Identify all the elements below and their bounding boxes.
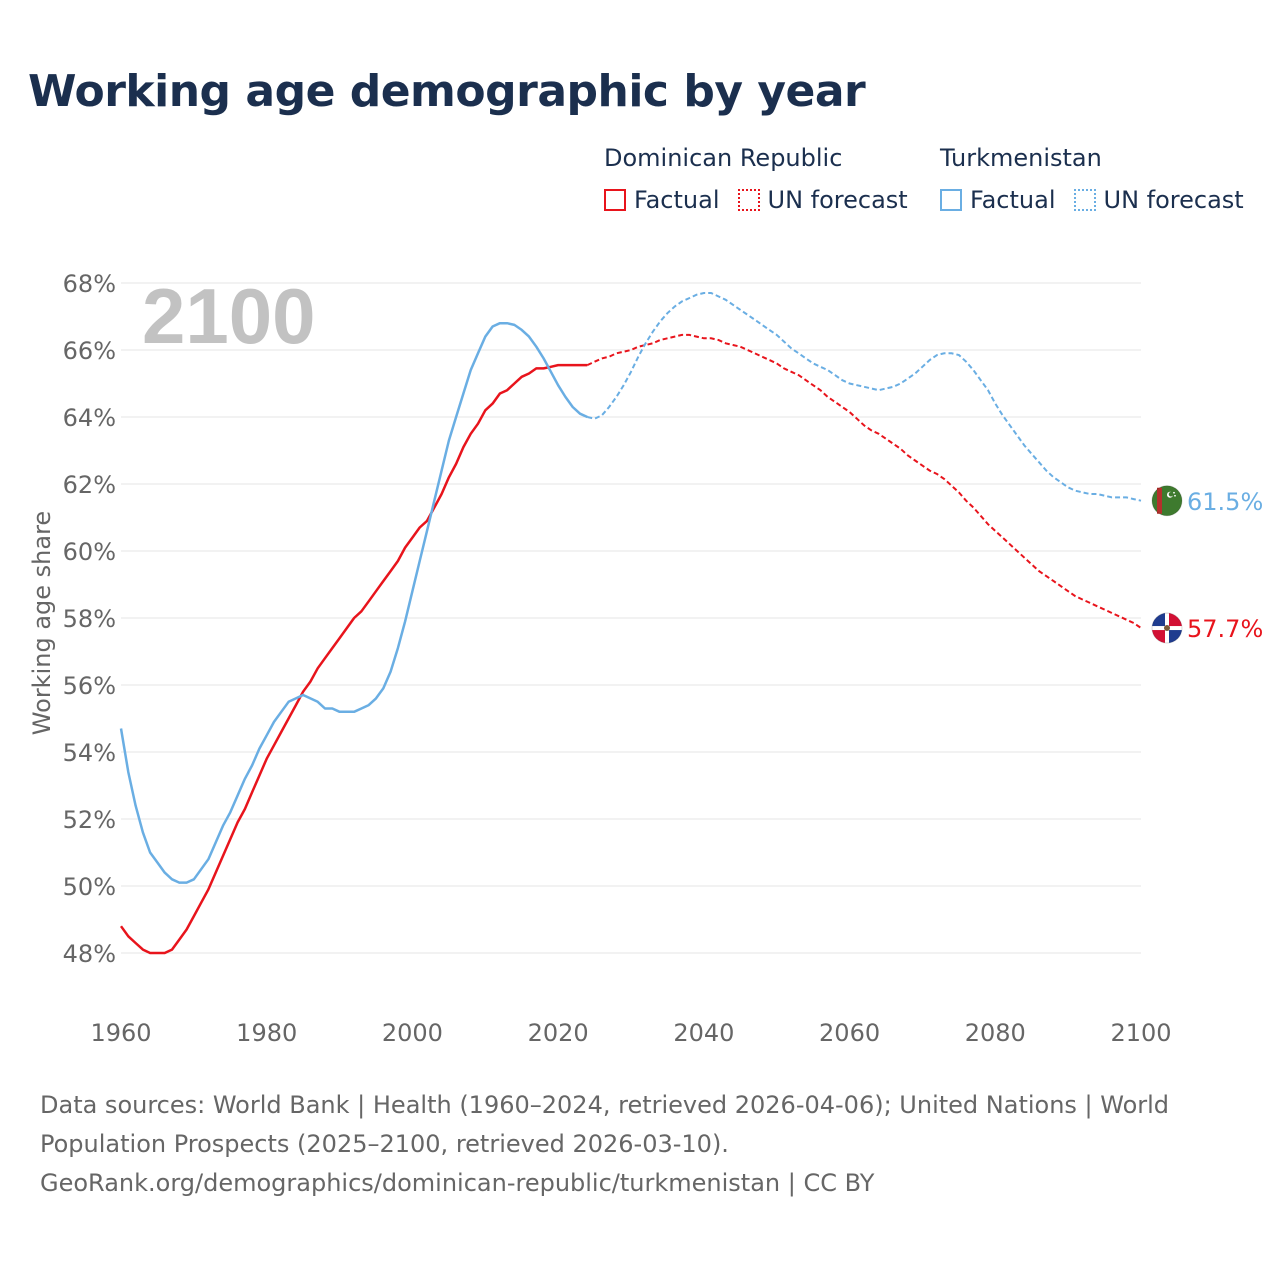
y-axis-ticks: 48% 50% 52% 54% 56% 58% 60% 62% 64% 66% 68%	[63, 270, 116, 968]
series-line-forecast	[586, 333, 1142, 629]
legend-factual-label: Factual	[634, 186, 720, 214]
x-tick-label: 1960	[90, 1019, 151, 1047]
y-tick-label: 56%	[63, 672, 116, 700]
x-tick-label: 2060	[819, 1019, 880, 1047]
series-line-forecast	[587, 292, 1142, 502]
y-tick-label: 68%	[63, 270, 116, 298]
end-markers: 57.7% 61.5%	[1151, 485, 1263, 644]
y-tick-label: 54%	[63, 739, 116, 767]
legend-forecast-swatch	[737, 189, 760, 211]
x-tick-label: 2100	[1110, 1019, 1171, 1047]
footer: Data sources: World Bank | Health (1960–…	[40, 1086, 1220, 1203]
series-end-label: 57.7%	[1187, 615, 1263, 643]
flag-icon	[1151, 612, 1183, 644]
grid-lines	[121, 282, 1141, 954]
y-tick-label: 60%	[63, 538, 116, 566]
legend-group-dominican-republic: Dominican Republic Factual UN forecast	[604, 144, 926, 214]
year-watermark: 2100	[142, 272, 316, 360]
flag-icon	[1151, 485, 1183, 517]
legend-forecast-label: UN forecast	[767, 186, 908, 214]
footer-sources-line2: Population Prospects (2025–2100, retriev…	[40, 1130, 729, 1158]
legend-factual-swatch	[604, 189, 626, 211]
y-tick-label: 62%	[63, 471, 116, 499]
legend-forecast-swatch	[1073, 189, 1096, 211]
legend-forecast-label: UN forecast	[1103, 186, 1244, 214]
y-tick-label: 52%	[63, 806, 116, 834]
y-tick-label: 50%	[63, 873, 116, 901]
series-end-label: 61.5%	[1187, 488, 1263, 516]
legend-factual[interactable]: Factual	[604, 186, 720, 214]
legend-factual-label: Factual	[970, 186, 1056, 214]
y-axis-label: Working age share	[28, 511, 56, 735]
legend-group-turkmenistan: Turkmenistan Factual UN forecast	[940, 144, 1244, 214]
y-tick-label: 58%	[63, 605, 116, 633]
x-axis-ticks: 1960 1980 2000 2020 2040 2060 2080 2100	[90, 1019, 1171, 1047]
x-tick-label: 2020	[528, 1019, 589, 1047]
footer-link[interactable]: GeoRank.org/demographics/dominican-repub…	[40, 1169, 875, 1197]
series-lines	[119, 292, 1142, 955]
series-line-factual	[119, 321, 588, 884]
legend-factual[interactable]: Factual	[940, 186, 1056, 214]
x-tick-label: 1980	[236, 1019, 297, 1047]
y-tick-label: 66%	[63, 337, 116, 365]
x-tick-label: 2080	[965, 1019, 1026, 1047]
series-line-factual	[119, 363, 588, 955]
x-tick-label: 2040	[673, 1019, 734, 1047]
legend-forecast[interactable]: UN forecast	[1073, 186, 1244, 214]
chart-title: Working age demographic by year	[28, 66, 866, 117]
legend-country-name: Dominican Republic	[604, 144, 843, 172]
y-tick-label: 64%	[63, 404, 116, 432]
footer-sources-line1: Data sources: World Bank | Health (1960–…	[40, 1091, 1170, 1119]
line-chart: 2100 48% 50% 52% 54% 56% 58% 60% 62% 64% 66% 68% 1…	[28, 270, 1263, 1047]
legend-country-name: Turkmenistan	[940, 144, 1102, 172]
legend-factual-swatch	[940, 189, 962, 211]
legend-forecast[interactable]: UN forecast	[737, 186, 908, 214]
y-tick-label: 48%	[63, 940, 116, 968]
x-tick-label: 2000	[382, 1019, 443, 1047]
